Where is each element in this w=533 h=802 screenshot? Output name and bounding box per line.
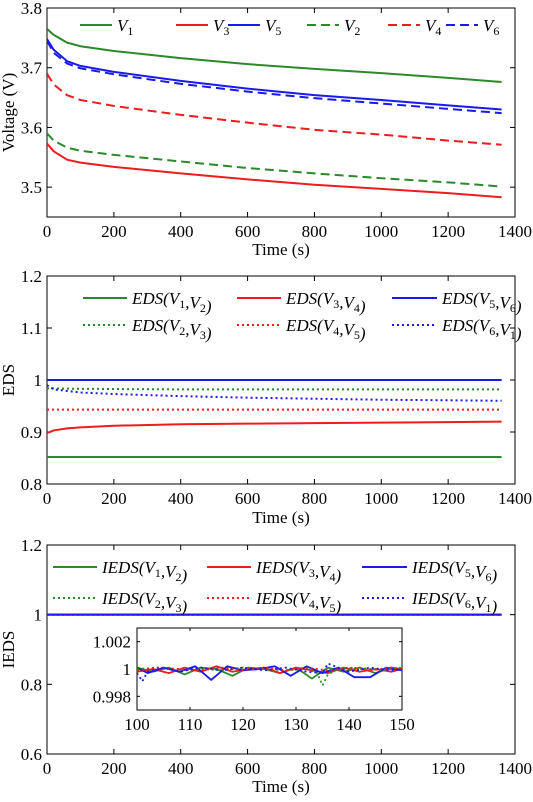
y-tick-label: 1.2 bbox=[21, 536, 42, 555]
inset-y-tick-label: 1 bbox=[123, 660, 132, 679]
legend-label: V3 bbox=[213, 16, 229, 38]
x-tick-label: 0 bbox=[43, 489, 52, 508]
y-tick-label: 0.8 bbox=[21, 675, 42, 694]
y-axis-label: EDS bbox=[0, 364, 18, 396]
x-tick-label: 1400 bbox=[498, 759, 532, 778]
legend-label: EDS(V1,V2) bbox=[131, 289, 212, 316]
y-tick-label: 3.6 bbox=[21, 118, 42, 137]
series-line bbox=[47, 28, 502, 84]
x-tick-label: 1200 bbox=[431, 222, 465, 241]
y-tick-label: 1 bbox=[34, 371, 43, 390]
series-line bbox=[47, 420, 502, 434]
legend-label: V6 bbox=[483, 16, 499, 38]
x-tick-label: 200 bbox=[101, 489, 127, 508]
inset-x-tick-label: 120 bbox=[230, 715, 256, 734]
inset-x-tick-label: 140 bbox=[336, 715, 362, 734]
legend-label: EDS(V6,V1) bbox=[441, 316, 522, 343]
inset-y-tick-label: 1.002 bbox=[93, 633, 131, 652]
x-axis-label: Time (s) bbox=[252, 240, 309, 259]
legend-label: V2 bbox=[344, 16, 360, 38]
y-tick-label: 3.7 bbox=[21, 59, 43, 78]
legend-label: IEDS(V6,V1) bbox=[411, 589, 498, 616]
x-axis-label: Time (s) bbox=[252, 508, 309, 527]
x-tick-label: 1000 bbox=[364, 222, 398, 241]
y-tick-label: 3.5 bbox=[21, 178, 42, 197]
series-line bbox=[47, 40, 502, 115]
x-tick-label: 600 bbox=[235, 489, 261, 508]
plot-area-1 bbox=[46, 7, 516, 218]
x-axis-label: Time (s) bbox=[252, 777, 309, 796]
x-tick-label: 1000 bbox=[364, 489, 398, 508]
legend-label: IEDS(V1,V2) bbox=[101, 558, 188, 585]
x-tick-label: 800 bbox=[302, 222, 328, 241]
y-tick-label: 0.9 bbox=[21, 423, 42, 442]
x-tick-label: 1000 bbox=[364, 759, 398, 778]
x-tick-label: 0 bbox=[43, 759, 52, 778]
x-tick-label: 800 bbox=[302, 489, 328, 508]
y-tick-label: 0.8 bbox=[21, 475, 42, 494]
inset-series-line bbox=[137, 666, 402, 672]
legend-label: IEDS(V5,V6) bbox=[411, 558, 498, 585]
series-line bbox=[47, 132, 502, 188]
legend-label: EDS(V3,V4) bbox=[285, 289, 366, 316]
x-tick-label: 400 bbox=[168, 489, 194, 508]
x-tick-label: 600 bbox=[235, 222, 261, 241]
y-tick-label: 1.2 bbox=[21, 267, 42, 286]
inset-x-tick-label: 130 bbox=[283, 715, 309, 734]
y-axis-label: Voltage (V) bbox=[0, 73, 18, 152]
x-tick-label: 1200 bbox=[431, 759, 465, 778]
x-tick-label: 1400 bbox=[498, 489, 532, 508]
series-line bbox=[47, 38, 502, 111]
legend-label: V1 bbox=[117, 16, 133, 38]
series-line bbox=[47, 142, 502, 199]
legend-label: IEDS(V2,V3) bbox=[101, 589, 188, 616]
legend-label: IEDS(V3,V4) bbox=[255, 558, 342, 585]
inset-x-tick-label: 150 bbox=[389, 715, 415, 734]
y-tick-label: 1.1 bbox=[21, 319, 42, 338]
series-line bbox=[47, 73, 502, 146]
y-tick-label: 1 bbox=[34, 606, 43, 625]
y-axis-label: IEDS bbox=[0, 631, 18, 669]
x-tick-label: 200 bbox=[101, 759, 127, 778]
legend-label: IEDS(V4,V5) bbox=[255, 589, 342, 616]
inset-x-tick-label: 110 bbox=[178, 715, 203, 734]
x-tick-label: 1400 bbox=[498, 222, 532, 241]
x-tick-label: 0 bbox=[43, 222, 52, 241]
x-tick-label: 600 bbox=[235, 759, 261, 778]
x-tick-label: 200 bbox=[101, 222, 127, 241]
y-tick-label: 3.8 bbox=[21, 0, 42, 18]
x-tick-label: 400 bbox=[168, 222, 194, 241]
legend-label: EDS(V5,V6) bbox=[441, 289, 522, 316]
series-line bbox=[47, 387, 502, 391]
y-tick-label: 0.6 bbox=[21, 745, 42, 764]
legend-label: V5 bbox=[265, 16, 281, 38]
series-line bbox=[47, 384, 502, 402]
x-tick-label: 400 bbox=[168, 759, 194, 778]
x-tick-label: 800 bbox=[302, 759, 328, 778]
legend-label: V4 bbox=[425, 16, 441, 38]
legend-label: EDS(V4,V5) bbox=[285, 316, 366, 343]
x-tick-label: 1200 bbox=[431, 489, 465, 508]
legend-label: EDS(V2,V3) bbox=[131, 316, 212, 343]
inset-y-tick-label: 0.998 bbox=[93, 687, 131, 706]
inset-series-line bbox=[137, 662, 402, 683]
inset-x-tick-label: 100 bbox=[124, 715, 150, 734]
